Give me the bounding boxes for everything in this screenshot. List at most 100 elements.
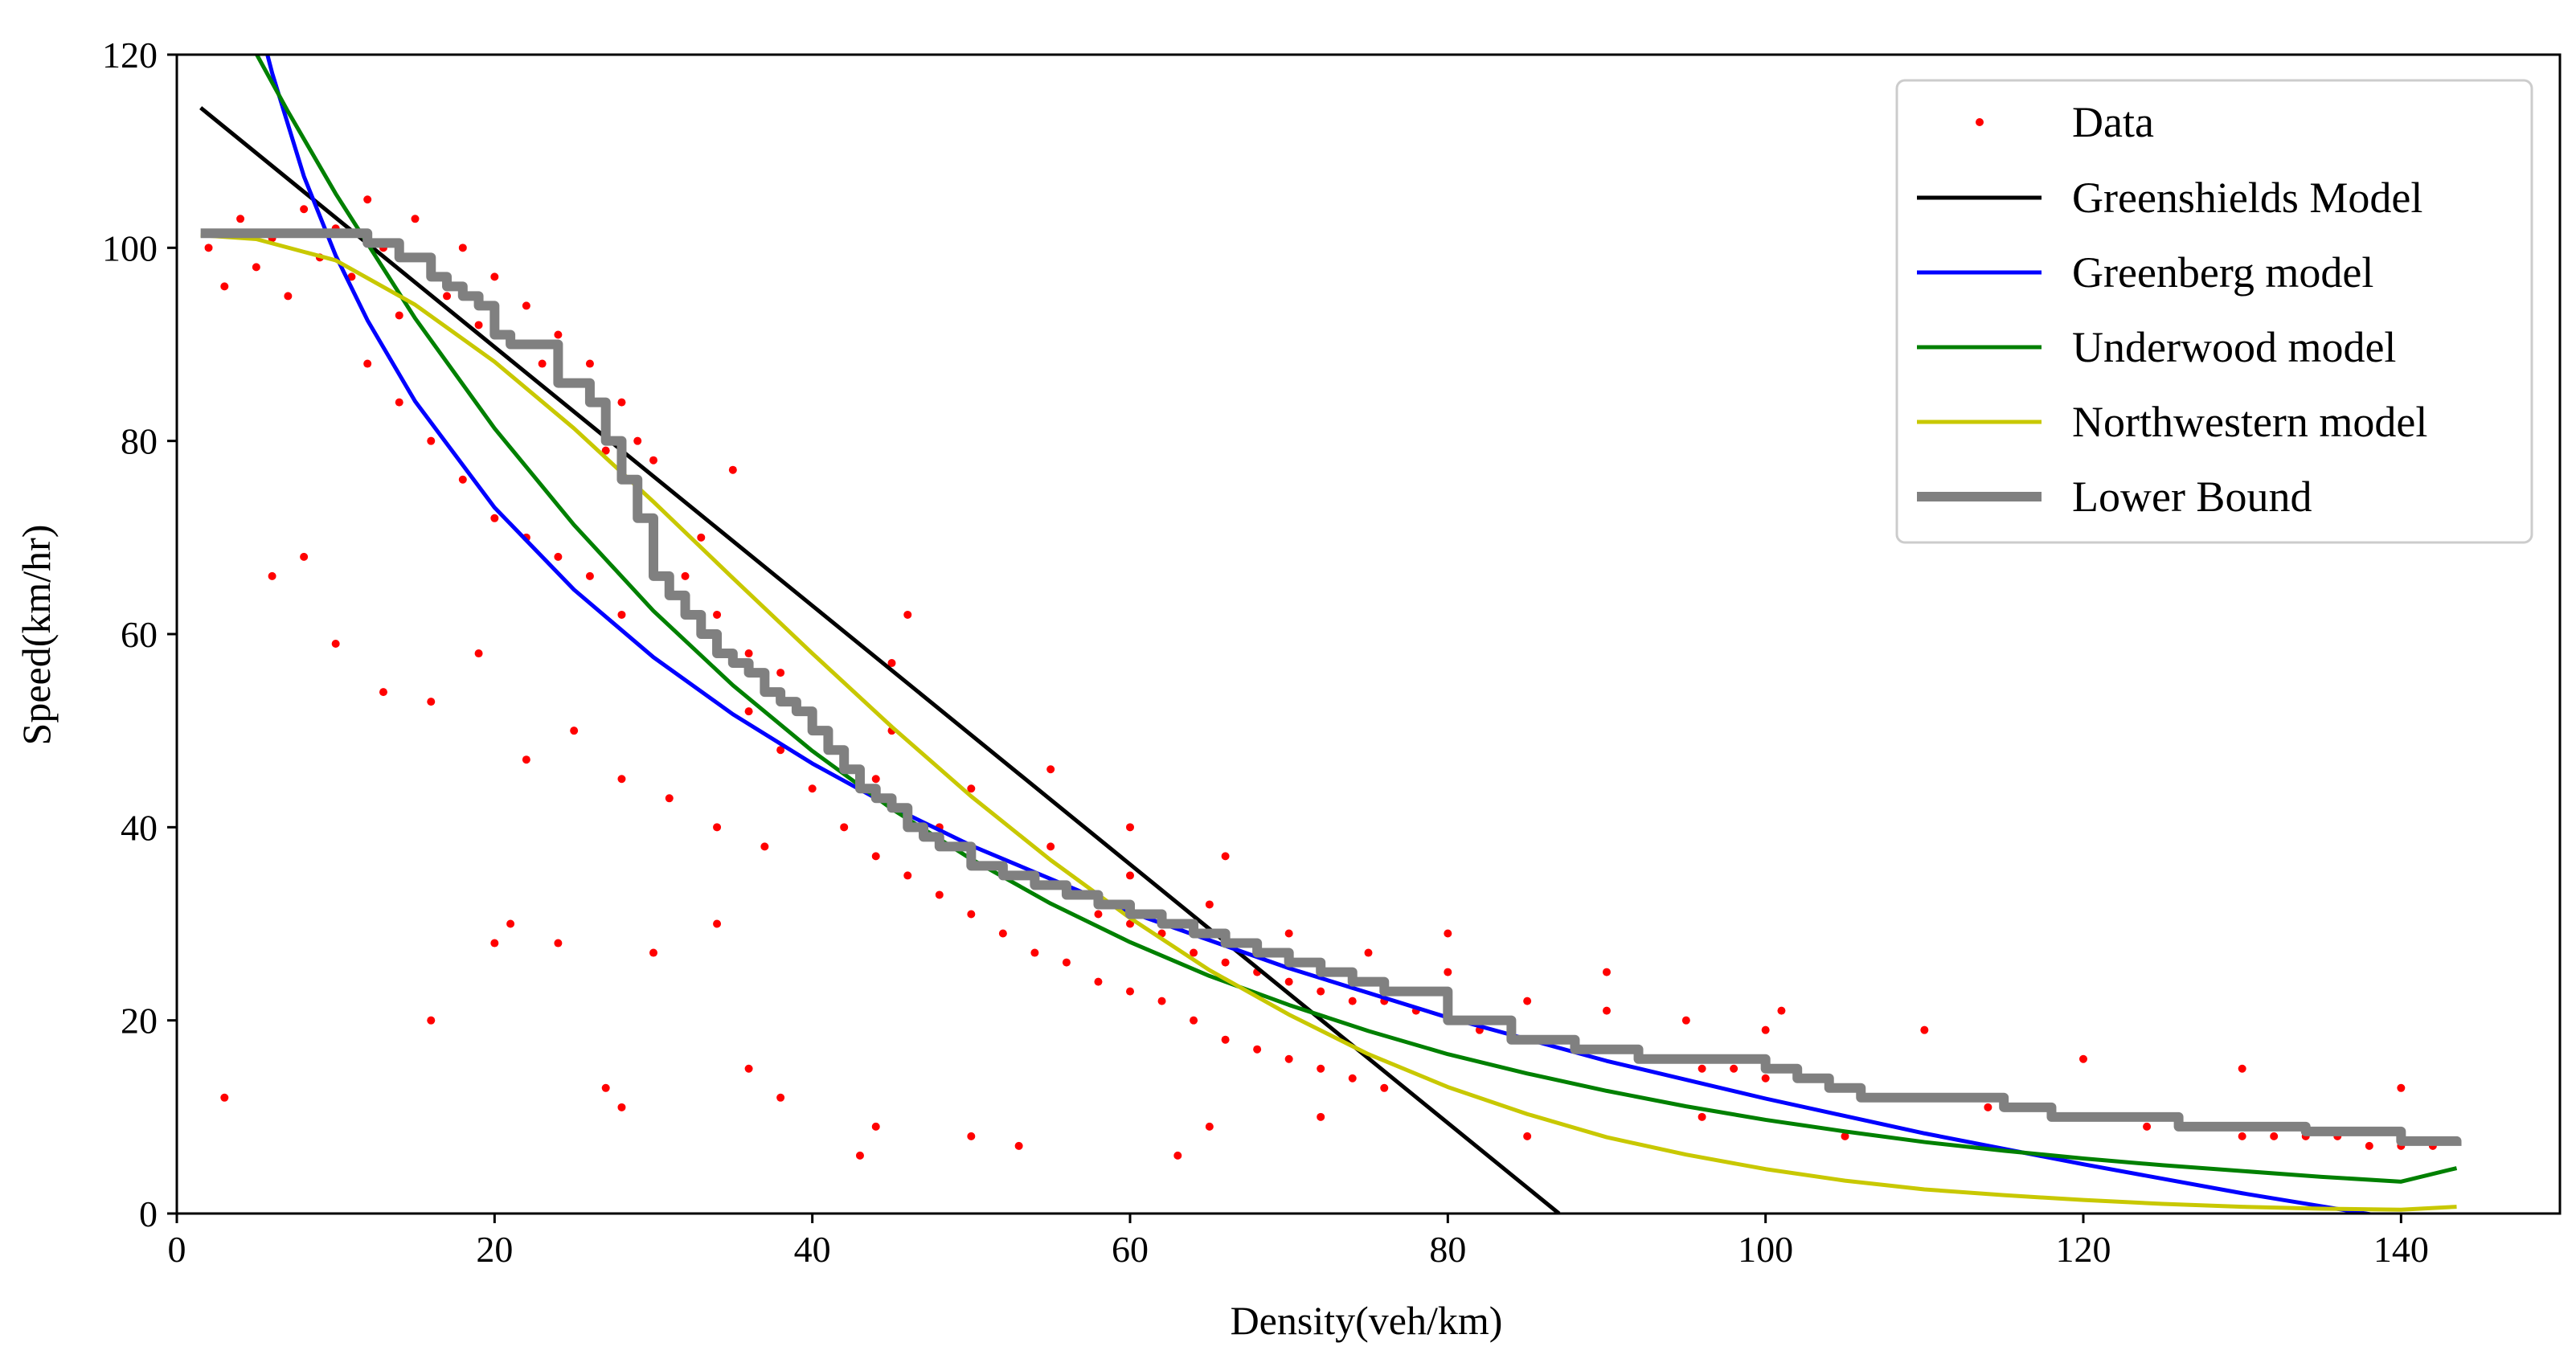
y-tick-label-5: 100	[102, 227, 158, 268]
data-point-152	[379, 688, 387, 697]
data-point-125	[1603, 1006, 1611, 1015]
data-point-96	[776, 746, 785, 755]
data-point-32	[458, 475, 467, 484]
y-tick-label-1: 20	[121, 1001, 158, 1042]
legend-label-greenshields: Greenshields Model	[2072, 174, 2422, 222]
data-point-100	[903, 871, 912, 880]
legend-label-greenberg: Greenberg model	[2072, 248, 2373, 297]
data-point-12	[395, 311, 403, 320]
legend-label-lower-bound: Lower Bound	[2072, 473, 2312, 521]
data-point-37	[617, 610, 626, 619]
data-point-108	[1157, 997, 1166, 1005]
data-point-143	[1173, 1151, 1182, 1160]
data-point-167	[1603, 968, 1611, 976]
legend: Data Greenshields Model Greenberg model …	[1895, 79, 2533, 544]
data-point-6	[300, 205, 309, 214]
data-point-58	[1284, 977, 1293, 986]
data-point-103	[998, 929, 1007, 938]
data-point-153	[427, 698, 436, 706]
data-point-13	[411, 215, 420, 223]
data-point-21	[538, 359, 547, 368]
data-point-166	[1444, 929, 1452, 938]
data-point-9	[347, 272, 356, 281]
legend-label-data: Data	[2072, 98, 2154, 146]
data-point-135	[649, 948, 657, 957]
x-axis-label: Density(veh/km)	[1231, 1298, 1503, 1343]
data-point-123	[1444, 968, 1452, 976]
data-point-102	[967, 910, 976, 919]
data-point-1	[220, 282, 229, 291]
data-point-110	[1221, 1035, 1230, 1044]
data-point-26	[617, 398, 626, 407]
data-point-36	[585, 571, 594, 580]
data-point-159	[713, 823, 722, 832]
axis-ticks: 0 20 40 60 80 100 120 140 0 20 40 60 80 100 120	[102, 35, 2429, 1270]
series-line-lower-bound	[200, 228, 2462, 1146]
data-point-144	[1205, 1122, 1214, 1131]
data-point-88	[2238, 1132, 2246, 1140]
data-point-169	[1920, 1025, 1929, 1034]
data-point-45	[871, 775, 880, 784]
data-point-137	[744, 1064, 753, 1073]
data-point-165	[1221, 852, 1230, 861]
data-point-134	[617, 1103, 626, 1111]
data-point-3	[252, 263, 260, 272]
data-point-130	[490, 939, 499, 948]
data-point-113	[1317, 1064, 1325, 1073]
y-tick-label-2: 40	[121, 807, 158, 848]
data-point-128	[220, 1093, 229, 1102]
data-point-56	[1221, 958, 1230, 967]
data-point-17	[474, 321, 483, 329]
data-point-31	[427, 436, 436, 445]
data-point-111	[1253, 1045, 1262, 1054]
data-point-53	[1126, 919, 1134, 928]
x-tick-label-6: 120	[2056, 1229, 2111, 1270]
data-point-119	[1126, 871, 1134, 880]
data-point-72	[1730, 1064, 1738, 1073]
series-line-northwestern-model	[200, 233, 2457, 1212]
data-point-16	[458, 244, 467, 252]
data-point-97	[808, 784, 817, 793]
data-point-2	[236, 215, 245, 223]
data-point-101	[935, 890, 944, 899]
x-tick-label-0: 0	[168, 1229, 186, 1270]
data-point-20	[522, 301, 530, 310]
legend-label-northwestern: Northwestern model	[2072, 398, 2427, 446]
data-point-142	[1014, 1141, 1023, 1150]
data-point-28	[649, 456, 657, 465]
data-point-141	[967, 1132, 976, 1140]
data-point-107	[1126, 987, 1134, 996]
y-tick-label-0: 0	[139, 1193, 158, 1234]
data-point-114	[1348, 1074, 1357, 1083]
data-point-95	[744, 707, 753, 716]
data-point-133	[601, 1083, 610, 1092]
data-point-136	[713, 919, 722, 928]
data-point-149	[268, 571, 276, 580]
data-point-131	[506, 919, 515, 928]
data-point-27	[633, 436, 642, 445]
data-point-146	[1523, 1132, 1532, 1140]
data-point-154	[474, 649, 483, 658]
series-line-greenshields-model	[199, 106, 1561, 1214]
data-point-158	[665, 794, 674, 803]
x-tick-label-2: 40	[794, 1229, 831, 1270]
data-point-150	[300, 552, 309, 561]
data-point-127	[1761, 1025, 1770, 1034]
data-point-33	[490, 514, 499, 522]
data-point-118	[1046, 842, 1055, 851]
data-point-120	[1205, 900, 1214, 909]
data-point-172	[2397, 1083, 2406, 1092]
data-point-139	[855, 1151, 864, 1160]
data-point-41	[744, 649, 753, 658]
data-point-164	[1126, 823, 1134, 832]
data-point-145	[1317, 1112, 1325, 1121]
legend-marker-data	[1976, 118, 1984, 126]
data-point-138	[776, 1093, 785, 1102]
data-point-115	[1380, 1083, 1389, 1092]
x-tick-label-7: 140	[2373, 1229, 2429, 1270]
data-point-122	[1364, 948, 1373, 957]
legend-label-underwood: Underwood model	[2072, 323, 2396, 371]
data-point-105	[1062, 958, 1071, 967]
data-point-176	[601, 446, 610, 455]
data-point-106	[1094, 977, 1103, 986]
